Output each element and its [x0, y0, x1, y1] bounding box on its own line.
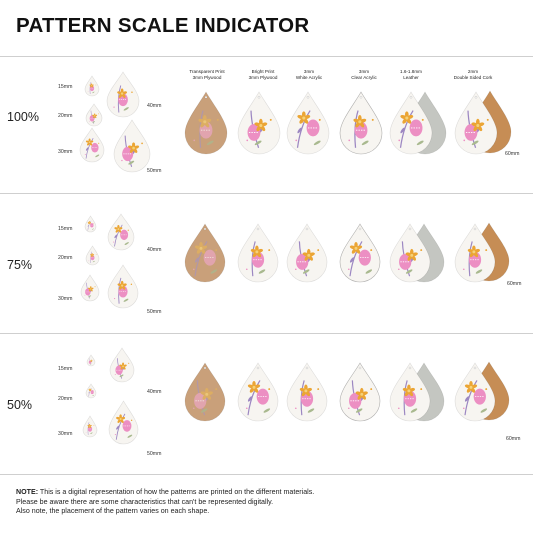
- size-label: 50mm: [147, 309, 162, 315]
- page-title: PATTERN SCALE INDICATOR: [16, 14, 310, 37]
- note-line: Also note, the placement of the pattern …: [16, 507, 210, 515]
- column-header: 2mm Double Sided Cork: [453, 69, 493, 80]
- material-swatch: [286, 91, 330, 155]
- material-swatch: [339, 223, 381, 283]
- size-label: 60mm: [507, 281, 522, 287]
- size-reference-swatch: [80, 274, 100, 302]
- size-label: 40mm: [147, 389, 162, 395]
- material-swatch: [286, 223, 328, 283]
- size-reference-swatch: [107, 213, 135, 251]
- size-label: 20mm: [58, 113, 73, 119]
- row-divider: [0, 193, 533, 194]
- column-header: 3mm Clear Acrylic: [351, 69, 377, 80]
- scale-label: 50%: [7, 398, 33, 412]
- note-line: This is a digital representation of how …: [39, 488, 315, 496]
- material-swatch: [237, 91, 281, 155]
- scale-label: 75%: [7, 258, 33, 272]
- size-label: 15mm: [58, 366, 73, 372]
- size-reference-swatch: [85, 383, 97, 399]
- column-header: 1.6-1.8mm Leather: [400, 69, 422, 80]
- size-label: 15mm: [58, 84, 73, 90]
- size-label: 50mm: [147, 168, 162, 174]
- size-reference-swatch: [86, 354, 96, 367]
- size-reference-swatch: [108, 400, 139, 445]
- size-reference-swatch: [107, 264, 139, 309]
- size-label: 15mm: [58, 226, 73, 232]
- size-label: 60mm: [506, 436, 521, 442]
- material-swatch: [286, 362, 328, 422]
- material-swatch: [184, 91, 228, 155]
- column-header: 3mm White Acrylic: [295, 69, 323, 80]
- material-swatch: [454, 223, 496, 283]
- material-swatch: [184, 223, 226, 283]
- size-reference-swatch: [82, 415, 98, 438]
- size-reference-swatch: [113, 119, 151, 173]
- size-label: 30mm: [58, 431, 73, 437]
- size-reference-swatch: [84, 215, 97, 233]
- size-label: 20mm: [58, 255, 73, 261]
- size-reference-swatch: [109, 347, 135, 383]
- row-divider: [0, 474, 533, 475]
- material-swatch: [184, 362, 226, 422]
- column-header: Bright Print 3mm Plywood: [248, 69, 278, 80]
- size-reference-swatch: [85, 245, 100, 266]
- size-reference-swatch: [79, 127, 105, 163]
- size-label: 30mm: [58, 149, 73, 155]
- material-swatch: [339, 91, 383, 155]
- material-swatch: [389, 223, 431, 283]
- material-swatch: [454, 91, 498, 155]
- size-reference-swatch: [106, 71, 140, 118]
- size-label: 20mm: [58, 396, 73, 402]
- material-swatch: [237, 362, 279, 422]
- material-swatch: [237, 223, 279, 283]
- row-divider: [0, 56, 533, 57]
- size-reference-swatch: [85, 103, 103, 127]
- size-label: 40mm: [147, 103, 162, 109]
- note-line: Please be aware there are some character…: [16, 497, 274, 506]
- size-label: 50mm: [147, 451, 162, 457]
- material-swatch: [454, 362, 496, 422]
- column-header: Transparent Print 3mm Plywood: [189, 69, 225, 80]
- material-swatch: [389, 362, 431, 422]
- material-swatch: [339, 362, 381, 422]
- note: NOTE: This is a digital representation o…: [16, 488, 314, 517]
- size-label: 30mm: [58, 296, 73, 302]
- size-label: 60mm: [505, 151, 520, 157]
- row-divider: [0, 333, 533, 334]
- scale-label: 100%: [7, 110, 39, 124]
- size-reference-swatch: [84, 75, 100, 97]
- note-label: NOTE:: [16, 488, 39, 496]
- material-swatch: [389, 91, 433, 155]
- size-label: 40mm: [147, 247, 162, 253]
